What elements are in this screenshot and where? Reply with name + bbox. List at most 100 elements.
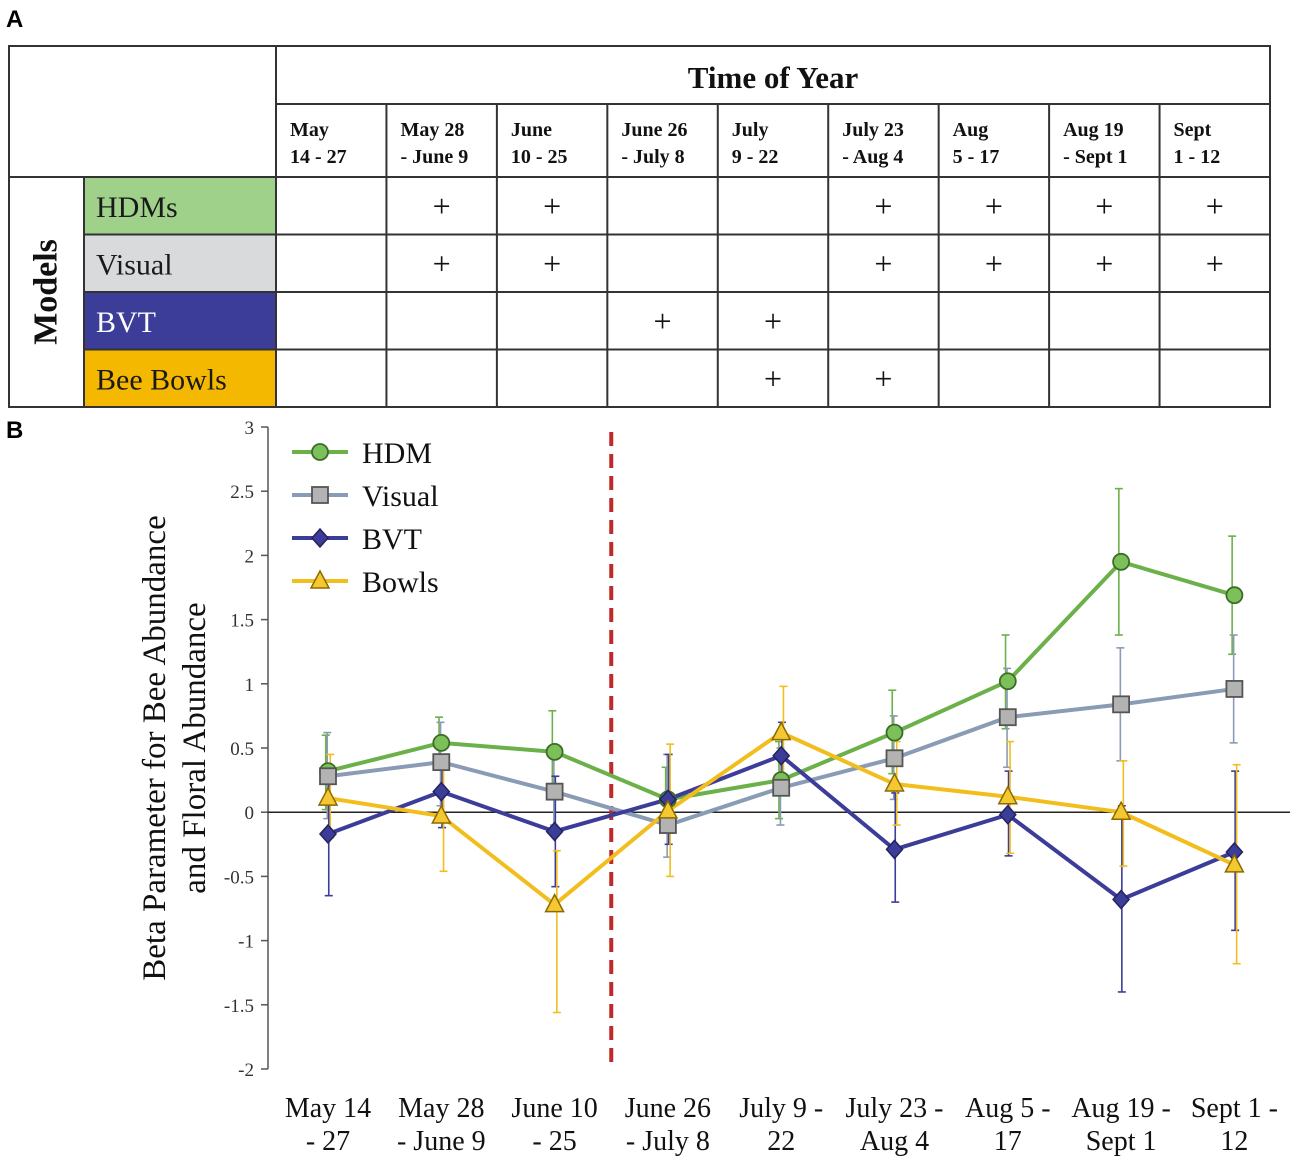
bowls-point	[884, 772, 905, 792]
period-header-line: - Sept 1	[1063, 146, 1127, 168]
panel-a-label: A	[6, 6, 24, 33]
bowls-series-line	[327, 730, 1236, 907]
legend-marker-hdm	[311, 443, 329, 461]
x-tick-label-line: July 23 -	[846, 1093, 944, 1124]
x-tick-label-line: - June 9	[397, 1126, 486, 1157]
bvt-point	[545, 821, 564, 842]
bvt-point	[998, 804, 1017, 825]
period-header: May 14 - 27	[290, 119, 347, 168]
x-tick-label-line: July 9 -	[739, 1093, 823, 1124]
plus-mark: +	[654, 303, 672, 339]
period-header-line: July	[732, 119, 769, 141]
row-label-bg	[84, 349, 276, 407]
visual-point	[772, 778, 791, 797]
x-tick-label: Sept 1 -12	[1191, 1093, 1278, 1157]
plus-mark: +	[543, 188, 561, 224]
x-tick-label: May 28- June 9	[397, 1093, 486, 1157]
y-tick-label: -1.5	[224, 996, 254, 1017]
hdm-point	[319, 762, 337, 781]
period-header: Aug 5 - 17	[953, 119, 1000, 168]
hdm-point	[772, 771, 791, 789]
x-tick-label-line: June 10	[511, 1093, 597, 1124]
hdm-point	[659, 790, 677, 809]
plus-mark: +	[433, 245, 451, 281]
x-tick-label-line: 22	[767, 1126, 795, 1157]
y-tick-label: 3	[245, 418, 255, 439]
x-tick-label: July 9 -22	[739, 1093, 823, 1157]
x-tick-label-line: - 27	[306, 1126, 350, 1157]
plus-mark: +	[1206, 188, 1224, 224]
bowls-point	[544, 893, 565, 913]
y-axis-label: and Floral Abundance	[177, 602, 213, 893]
bowls-point	[1110, 800, 1132, 820]
bowls-point	[997, 785, 1019, 805]
period-header: July 9 - 22	[732, 119, 779, 168]
visual-point	[432, 753, 451, 772]
y-tick-label: 0	[245, 803, 255, 824]
x-tick-label-line: Aug 19 -	[1071, 1093, 1171, 1124]
plus-mark: +	[543, 245, 561, 281]
period-header-line: - June 9	[400, 146, 468, 168]
row-label-hdms: HDMs	[96, 191, 178, 224]
plus-mark: +	[764, 360, 782, 396]
row-label-bg	[84, 292, 276, 350]
y-tick-label: -0.5	[224, 867, 254, 888]
plus-mark: +	[985, 188, 1003, 224]
x-tick-label: May 14- 27	[285, 1093, 371, 1157]
y-tick-label: 2	[245, 546, 255, 567]
period-header-line: Aug	[953, 119, 989, 141]
bowls-point	[657, 799, 679, 819]
bvt-point	[1225, 841, 1244, 863]
period-header-line: 9 - 22	[732, 146, 779, 168]
period-header-line: June	[511, 119, 552, 141]
period-header-line: 1 - 12	[1174, 146, 1221, 168]
hdm-series-line	[327, 559, 1235, 802]
x-tick-label: July 23 -Aug 4	[846, 1093, 944, 1157]
period-header-line: 14 - 27	[290, 146, 347, 168]
period-header-line: Aug 19	[1063, 119, 1124, 141]
bvt-point	[318, 823, 338, 845]
bowls-point	[770, 720, 792, 741]
x-tick-label: June 10- 25	[511, 1093, 597, 1157]
legend-marker-bvt	[310, 527, 330, 549]
hdm-point	[998, 672, 1017, 691]
period-header-line: May	[290, 119, 329, 141]
legend-label-bvt: BVT	[362, 523, 422, 556]
panel-b-label: B	[6, 417, 24, 444]
visual-point	[545, 782, 564, 801]
period-header-line: - July 8	[621, 146, 684, 168]
period-header: July 23 - Aug 4	[842, 119, 904, 168]
x-tick-label-line: June 26	[625, 1093, 711, 1124]
models-group-label: Models	[28, 239, 65, 345]
period-header-line: Sept	[1174, 119, 1212, 141]
period-header: Aug 19 - Sept 1	[1063, 119, 1127, 168]
y-tick-label: 1	[245, 675, 255, 696]
period-header: May 28 - June 9	[400, 119, 468, 168]
bvt-point	[885, 839, 904, 860]
plus-mark: +	[874, 188, 892, 224]
legend-label-hdm: HDM	[362, 437, 432, 470]
model-period-table: Time of Year May 14 - 27 May 28 - June 9 June…	[8, 45, 1271, 408]
period-header: June 26 - July 8	[621, 119, 687, 168]
y-tick-label: -1	[238, 932, 254, 953]
visual-point	[319, 767, 337, 786]
x-tick-label-line: May 14	[285, 1093, 371, 1124]
hdm-point	[432, 733, 451, 752]
hdm-point	[885, 723, 904, 742]
y-tick-label: 1.5	[230, 611, 254, 632]
row-label-bg	[84, 234, 276, 292]
hdm-point	[1112, 552, 1130, 571]
bvt-series-line	[327, 753, 1236, 902]
visual-point	[1225, 680, 1244, 698]
legend-label-visual: Visual	[362, 480, 439, 513]
bowls-point	[431, 804, 452, 824]
bowls-point	[1224, 853, 1245, 873]
plus-mark: +	[764, 303, 782, 339]
period-header-line: May 28	[400, 119, 464, 141]
x-tick-label: Aug 5 -17	[965, 1093, 1051, 1157]
plus-mark: +	[1206, 245, 1224, 281]
plus-mark: +	[1095, 245, 1113, 281]
table-border	[8, 45, 1271, 408]
hdm-point	[545, 742, 564, 761]
x-tick-label-line: - 25	[532, 1126, 576, 1157]
